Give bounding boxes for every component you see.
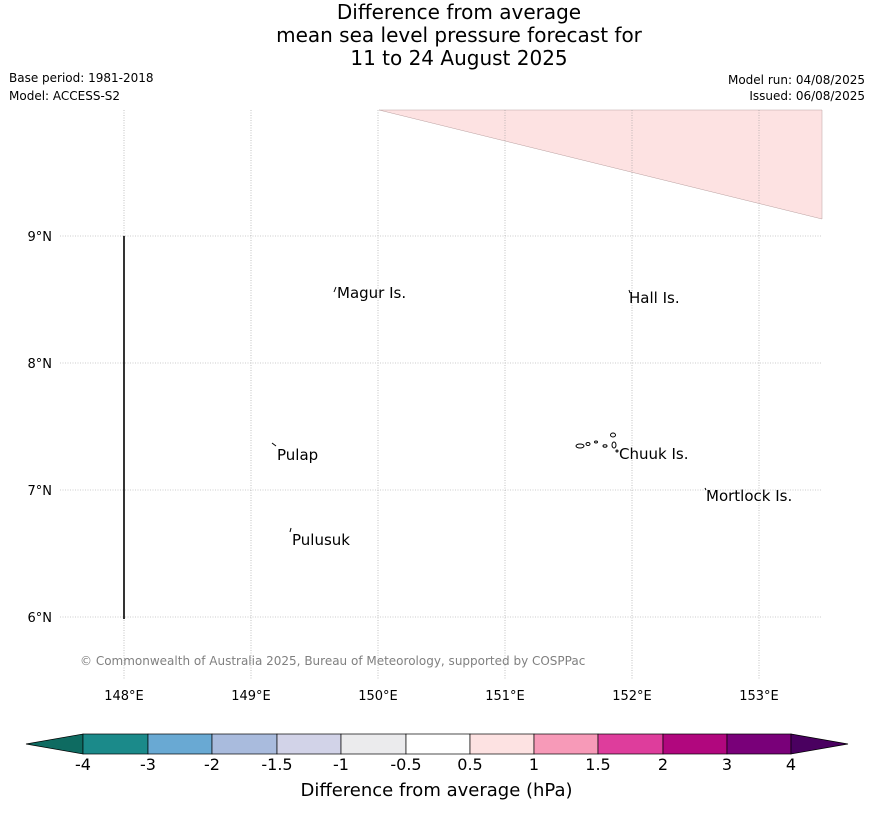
colorbar-tick-label: 1.5	[585, 755, 611, 774]
lon-tick-label: 150°E	[358, 689, 398, 704]
lat-tick-labels: 9°N 8°N 7°N 6°N	[28, 230, 53, 626]
place-labels: Magur Is. Hall Is. Pulap Chuuk Is. Mortl…	[277, 284, 792, 549]
model-run-date: Model run: 04/08/2025	[727, 73, 865, 87]
place-label: Hall Is.	[629, 289, 680, 307]
lon-tick-label: 148°E	[104, 689, 144, 704]
lon-tick-label: 153°E	[739, 689, 779, 704]
colorbar-bin	[82, 733, 149, 755]
colorbar-bin	[340, 733, 407, 755]
colorbar-tick-label: 3	[721, 755, 733, 774]
place-label: Magur Is.	[337, 284, 406, 302]
place-label: Pulusuk	[292, 531, 350, 549]
chuuk-lagoon-shapes	[575, 432, 619, 453]
hall-island-shape	[628, 289, 631, 294]
colorbar-title: Difference from average (hPa)	[300, 780, 573, 801]
colorbar-low-extend	[25, 733, 84, 755]
colorbar-tick-label: -1.5	[261, 755, 293, 774]
place-label: Chuuk Is.	[619, 445, 688, 463]
place-label: Mortlock Is.	[706, 487, 792, 505]
pulusuk-island-shape	[289, 527, 292, 533]
colorbar-high-extend	[790, 733, 849, 755]
title-line-2: mean sea level pressure forecast for	[276, 23, 642, 47]
gridlines	[60, 110, 822, 680]
colorbar-tick-label: 1	[528, 755, 540, 774]
lat-tick-label: 8°N	[28, 357, 53, 372]
map-panel: Magur Is. Hall Is. Pulap Chuuk Is. Mortl…	[28, 109, 823, 704]
title-line-1: Difference from average	[336, 0, 582, 24]
colorbar	[25, 733, 849, 755]
colorbar-bin	[726, 733, 792, 755]
positive-anomaly-region	[378, 109, 823, 220]
colorbar-bin	[469, 733, 535, 755]
colorbar-tick-label: -1	[333, 755, 349, 774]
title-line-3: 11 to 24 August 2025	[350, 46, 568, 70]
colorbar-bin	[662, 733, 728, 755]
base-period: Base period: 1981-2018	[9, 71, 154, 85]
copyright-notice: © Commonwealth of Australia 2025, Bureau…	[80, 654, 585, 668]
colorbar-bin	[211, 733, 278, 755]
lon-tick-labels: 148°E 149°E 150°E 151°E 152°E 153°E	[104, 689, 779, 704]
magur-island-shape	[333, 286, 337, 293]
colorbar-tick-label: -0.5	[390, 755, 422, 774]
colorbar-bin	[533, 733, 599, 755]
model-name: Model: ACCESS-S2	[9, 89, 121, 103]
colorbar-bin	[597, 733, 664, 755]
colorbar-tick-label: 2	[657, 755, 669, 774]
lon-tick-label: 152°E	[612, 689, 652, 704]
issued-date: Issued: 06/08/2025	[749, 89, 865, 103]
lat-tick-label: 7°N	[28, 484, 53, 499]
lat-tick-label: 6°N	[28, 611, 53, 626]
colorbar-tick-label: 4	[785, 755, 797, 774]
mortlock-island-shape	[704, 487, 707, 491]
islands	[271, 286, 707, 533]
place-label: Pulap	[277, 446, 318, 464]
colorbar-tick-label: -3	[140, 755, 156, 774]
lon-tick-label: 149°E	[231, 689, 271, 704]
colorbar-tick-label: 0.5	[457, 755, 483, 774]
lon-tick-label: 151°E	[485, 689, 525, 704]
colorbar-tick-label: -4	[75, 755, 91, 774]
colorbar-bin	[147, 733, 213, 755]
pulap-island-shape	[271, 442, 277, 447]
colorbar-tick-label: -2	[204, 755, 220, 774]
lat-tick-label: 9°N	[28, 230, 53, 245]
colorbar-bin	[405, 733, 471, 755]
colorbar-bin	[276, 733, 342, 755]
